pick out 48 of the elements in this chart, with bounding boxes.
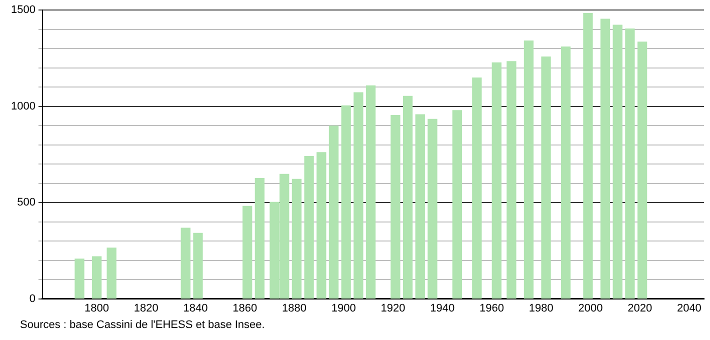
y-tick-label: 0 [29,292,36,305]
x-tick-label: 1860 [232,302,258,314]
bar [304,156,314,299]
bar [506,61,516,299]
bar [328,126,339,299]
bar [292,178,302,299]
x-tick-label: 1900 [331,302,356,314]
x-tick-label: 1820 [134,302,158,314]
bar [637,42,648,299]
x-tick-label: 1980 [528,302,554,314]
y-tick-label: 1500 [10,4,36,16]
x-tick-label: 2020 [628,302,652,314]
bar [341,105,351,299]
bar [612,24,622,299]
bar [472,77,482,299]
x-tick-label: 1920 [380,302,406,314]
bar [366,85,376,299]
bar [452,110,462,299]
x-tick-label: 1940 [430,302,455,314]
bar [560,46,571,299]
bar [524,40,534,299]
bar [354,92,364,299]
bar [625,28,635,299]
bar [92,256,102,299]
y-tick-label: 500 [17,196,36,209]
bar [180,228,190,299]
bar [390,114,400,299]
bar [428,118,438,299]
bar [193,232,203,299]
x-tick-label: 1840 [183,302,208,314]
bar [541,56,551,299]
bar [74,258,84,299]
x-tick-label: 1960 [479,302,504,314]
bar [492,62,502,299]
x-tick-label: 2000 [578,302,603,314]
x-tick-label: 2040 [676,302,702,314]
x-tick-label: 1800 [84,302,110,314]
bar [402,96,413,299]
bar [583,12,593,299]
bar [254,178,265,299]
x-tick-label: 1880 [282,302,306,314]
bar [600,18,610,299]
source-note: Sources : base Cassini de l'EHESS et base Insee. [20,318,266,332]
bar [242,206,252,299]
y-tick-label: 1000 [10,100,36,112]
bar [415,114,425,299]
bar [106,248,116,299]
bar [316,152,326,299]
